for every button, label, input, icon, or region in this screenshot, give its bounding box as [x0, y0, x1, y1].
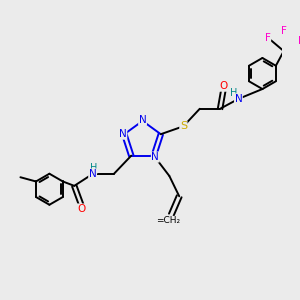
Text: S: S: [180, 121, 187, 131]
Text: O: O: [77, 204, 86, 214]
Text: =CH₂: =CH₂: [156, 216, 180, 225]
Text: H: H: [90, 163, 98, 173]
Text: F: F: [298, 36, 300, 46]
Text: N: N: [152, 152, 159, 162]
Text: O: O: [219, 81, 228, 91]
Text: N: N: [139, 115, 146, 125]
Text: F: F: [265, 33, 271, 43]
Text: N: N: [235, 94, 242, 104]
Text: F: F: [281, 26, 287, 36]
Text: H: H: [230, 88, 237, 98]
Text: N: N: [89, 169, 97, 179]
Text: N: N: [119, 129, 127, 139]
